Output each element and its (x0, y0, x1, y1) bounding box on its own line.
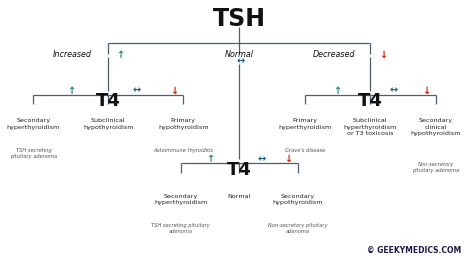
Text: ↓: ↓ (170, 86, 178, 96)
Text: © GEEKYMEDICS.COM: © GEEKYMEDICS.COM (367, 246, 462, 255)
Text: Normal: Normal (225, 51, 254, 59)
Text: Subclinical
hypothyroidism: Subclinical hypothyroidism (83, 118, 134, 130)
Text: Non-secretory pituitary
adenoma: Non-secretory pituitary adenoma (268, 223, 328, 234)
Text: T4: T4 (358, 92, 383, 110)
Text: Secondary
hyperthyroidism: Secondary hyperthyroidism (7, 118, 60, 130)
Text: T4: T4 (227, 161, 252, 179)
Text: ↑: ↑ (116, 50, 124, 60)
Text: ↓: ↓ (379, 50, 388, 60)
Text: ↑: ↑ (67, 86, 75, 96)
Text: Normal: Normal (228, 194, 251, 199)
Text: Primary
hyperthyroidism: Primary hyperthyroidism (278, 118, 331, 130)
Text: Non-secretory
pituitary adenoma: Non-secretory pituitary adenoma (412, 162, 459, 173)
Text: Subclinical
hyperthyroidism
or T3 toxicosis: Subclinical hyperthyroidism or T3 toxico… (344, 118, 397, 136)
Text: Secondary
clinical
hypothyroidism: Secondary clinical hypothyroidism (410, 118, 461, 136)
Text: Autoimmune thyroiditis: Autoimmune thyroiditis (153, 148, 213, 153)
Text: TSH secreting
pituitary adenoma: TSH secreting pituitary adenoma (10, 148, 57, 159)
Text: ↑: ↑ (206, 155, 214, 164)
Text: TSH: TSH (213, 7, 266, 31)
Text: ↔: ↔ (132, 86, 140, 96)
Text: Secondary
hyperthyroidism: Secondary hyperthyroidism (154, 194, 208, 205)
Text: ↔: ↔ (257, 155, 265, 164)
Text: ↑: ↑ (334, 86, 342, 96)
Text: T4: T4 (96, 92, 121, 110)
Text: Secondary
hypothyroidism: Secondary hypothyroidism (273, 194, 323, 205)
Text: ↓: ↓ (284, 155, 292, 164)
Text: ↔: ↔ (390, 86, 398, 96)
Text: Grave's disease: Grave's disease (285, 148, 325, 153)
Text: Increased: Increased (53, 51, 92, 59)
Text: ↔: ↔ (237, 56, 245, 66)
Text: ↓: ↓ (422, 86, 430, 96)
Text: Decreased: Decreased (313, 51, 356, 59)
Text: TSH secreting pituitary
adenoma: TSH secreting pituitary adenoma (151, 223, 210, 234)
Text: Primary
hypothyroidism: Primary hypothyroidism (158, 118, 209, 130)
